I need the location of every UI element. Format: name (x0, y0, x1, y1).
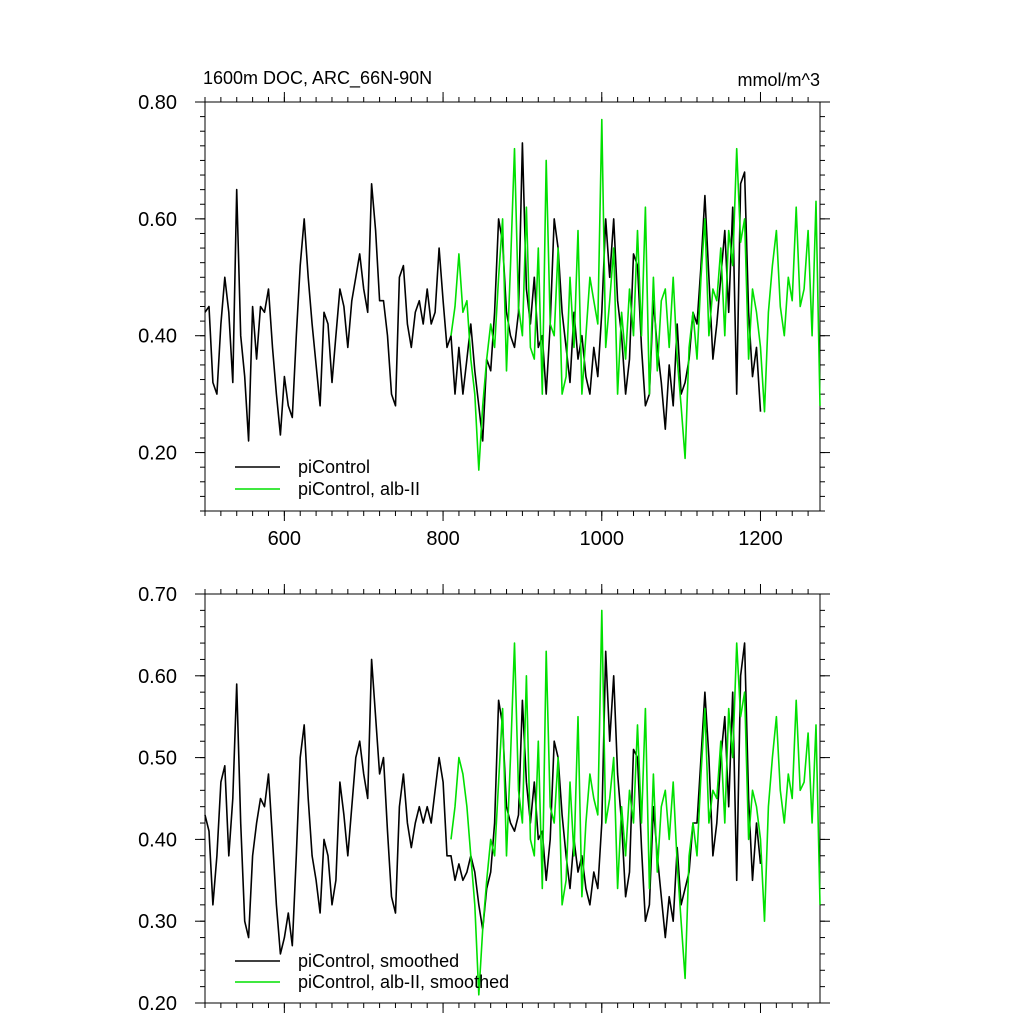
series-line-picontrol (204, 642, 762, 955)
series-line-alb-ii (450, 118, 821, 471)
plot-frame (204, 593, 821, 1004)
legend-label-picontrol: piControl (298, 457, 370, 477)
series-group (204, 118, 821, 471)
y-tick-label: 0.70 (138, 584, 177, 606)
x-tick-label: 800 (426, 528, 459, 550)
chart-title: 1600m DOC, ARC_66N-90N (203, 68, 432, 89)
series-group (204, 609, 821, 996)
bottom-panel: 0.20 0.30 0.40 0.50 0.60 0.70 piControl, smoo… (138, 584, 830, 1015)
axis-ticks: 0.20 0.30 0.40 0.50 0.60 0.70 (138, 584, 830, 1015)
y-tick-label: 0.20 (138, 443, 177, 465)
y-tick-label: 0.60 (138, 209, 177, 231)
y-tick-label: 0.80 (138, 92, 177, 114)
y-tick-label: 0.60 (138, 666, 177, 688)
units-label: mmol/m^3 (738, 70, 820, 90)
series-line-picontrol (204, 142, 762, 442)
y-tick-label: 0.30 (138, 911, 177, 933)
x-tick-label: 1000 (580, 528, 625, 550)
legend-label-picontrol-smoothed: piControl, smoothed (298, 951, 459, 971)
legend-label-alb-ii-smoothed: piControl, alb-II, smoothed (298, 972, 509, 992)
x-tick-label: 1200 (738, 528, 783, 550)
y-tick-label: 0.40 (138, 829, 177, 851)
y-tick-label: 0.40 (138, 326, 177, 348)
top-panel: 1600m DOC, ARC_66N-90N mmol/m^3 600 800 10… (138, 68, 830, 550)
y-tick-label: 0.50 (138, 748, 177, 770)
legend: piControl piControl, alb-II (235, 457, 420, 499)
x-tick-label: 600 (268, 528, 301, 550)
axis-ticks: 600 800 1000 1200 0.20 0.40 0.60 0.80 (138, 92, 830, 550)
legend: piControl, smoothed piControl, alb-II, s… (235, 951, 509, 992)
y-tick-label: 0.20 (138, 993, 177, 1015)
legend-label-alb-ii: piControl, alb-II (298, 479, 420, 499)
series-line-alb-ii (450, 609, 821, 996)
